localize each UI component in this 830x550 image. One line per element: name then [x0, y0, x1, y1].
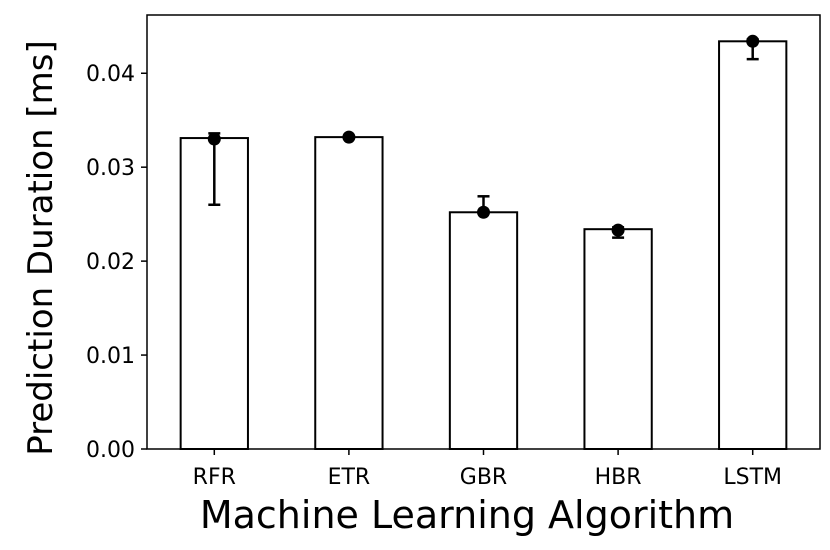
bar-etr — [314, 136, 384, 450]
x-axis: RFR ETR GBR HBR LSTM — [193, 449, 782, 490]
y-tick-label: 0.04 — [86, 62, 135, 87]
x-tick-label-hbr: HBR — [595, 465, 642, 490]
x-tick-label-gbr: GBR — [460, 465, 507, 490]
y-axis-title: Prediction Duration [ms] — [21, 40, 61, 456]
bar-lstm — [718, 40, 788, 450]
x-tick-label-etr: ETR — [328, 465, 371, 490]
bars-group — [179, 40, 788, 450]
point-etr — [342, 130, 356, 144]
y-tick-label: 0.03 — [86, 156, 135, 181]
bar-gbr — [448, 211, 519, 450]
point-hbr — [611, 223, 625, 237]
point-rfr — [207, 132, 221, 146]
y-tick-label: 0.01 — [86, 344, 135, 369]
x-tick-label-lstm: LSTM — [723, 465, 782, 490]
y-axis: 0.00 0.01 0.02 0.03 0.04 — [86, 62, 147, 463]
x-tick-label-rfr: RFR — [193, 465, 236, 490]
x-axis-title: Machine Learning Algorithm — [200, 493, 734, 537]
y-tick-label: 0.02 — [86, 250, 135, 275]
point-lstm — [746, 34, 760, 48]
point-gbr — [477, 205, 490, 219]
plot-frame — [146, 14, 821, 450]
y-tick-label: 0.00 — [86, 438, 135, 463]
error-bars-group — [207, 34, 760, 239]
bar-hbr — [583, 228, 653, 450]
